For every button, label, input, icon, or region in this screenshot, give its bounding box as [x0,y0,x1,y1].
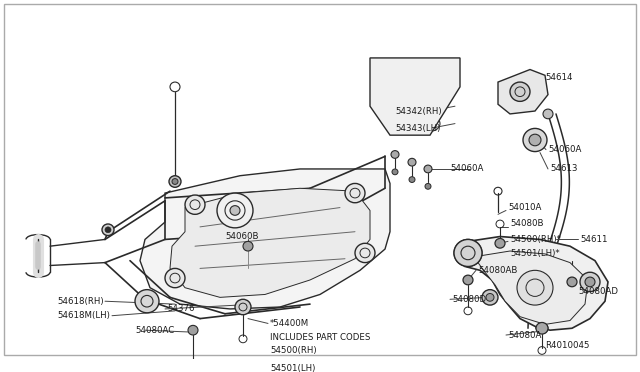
Circle shape [409,177,415,183]
Polygon shape [370,58,460,135]
Text: 54618M(LH): 54618M(LH) [57,311,110,320]
Circle shape [523,128,547,151]
Text: 54080AC: 54080AC [135,326,174,335]
Circle shape [517,270,553,305]
Text: 54611: 54611 [580,235,607,244]
Circle shape [230,206,240,215]
Circle shape [392,169,398,175]
Circle shape [408,158,416,166]
Text: 54080AB: 54080AB [478,266,517,275]
Text: *54400M: *54400M [270,319,309,328]
Text: INCLUDES PART CODES: INCLUDES PART CODES [270,333,371,342]
Circle shape [217,193,253,228]
Circle shape [482,290,498,305]
Text: 54080A: 54080A [508,330,541,340]
Text: 54080B: 54080B [510,219,543,228]
Circle shape [425,183,431,189]
Text: 54501(LH): 54501(LH) [270,364,316,372]
Polygon shape [140,169,390,309]
Circle shape [188,326,198,335]
Text: 54060B: 54060B [225,232,259,241]
Circle shape [461,246,475,260]
Circle shape [243,241,253,251]
Circle shape [543,109,553,119]
Text: 54500(RH)*: 54500(RH)* [510,235,561,244]
Circle shape [495,238,505,248]
Polygon shape [478,251,588,324]
Circle shape [424,165,432,173]
Circle shape [538,323,548,333]
Text: 54376: 54376 [167,304,195,314]
Circle shape [486,294,494,301]
Circle shape [355,243,375,263]
Text: 54500(RH): 54500(RH) [270,346,317,355]
Circle shape [169,176,181,187]
Text: 54613: 54613 [550,164,577,173]
Circle shape [105,227,111,232]
Circle shape [185,195,205,214]
Circle shape [454,240,482,266]
Circle shape [235,299,251,315]
Circle shape [567,277,577,287]
Polygon shape [498,70,548,114]
Circle shape [510,82,530,102]
Polygon shape [465,237,608,330]
Text: R4010045: R4010045 [545,341,589,350]
Circle shape [454,240,482,266]
Circle shape [529,134,541,146]
Circle shape [536,323,548,334]
Text: 54060A: 54060A [548,145,581,154]
Circle shape [585,277,595,287]
Polygon shape [170,188,370,297]
Text: 54060A: 54060A [450,164,483,173]
Circle shape [391,151,399,158]
Circle shape [580,272,600,292]
Text: 54501(LH)*: 54501(LH)* [510,249,559,259]
Text: 54342(RH): 54342(RH) [395,106,442,116]
Text: 54343(LH): 54343(LH) [395,124,440,133]
Circle shape [463,275,473,285]
Text: 54080AD: 54080AD [578,287,618,296]
Text: 54010A: 54010A [508,203,541,212]
Text: 54080D: 54080D [452,295,486,304]
Circle shape [165,268,185,288]
Circle shape [102,224,114,235]
Text: 54618(RH): 54618(RH) [57,297,104,306]
Circle shape [172,179,178,185]
Circle shape [345,183,365,203]
Circle shape [135,290,159,313]
Text: 54614: 54614 [545,73,573,82]
